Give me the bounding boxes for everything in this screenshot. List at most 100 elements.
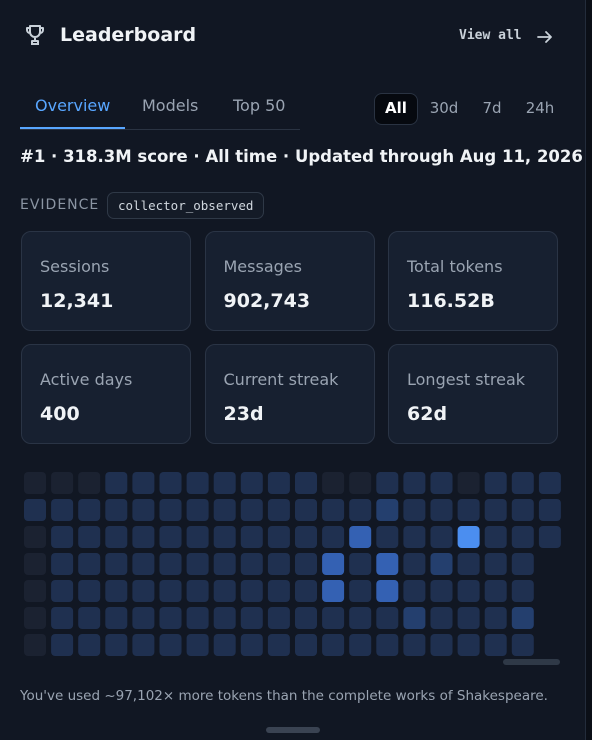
heatmap-cell bbox=[457, 526, 480, 548]
scrollbar bbox=[503, 659, 560, 665]
heatmap-cell bbox=[132, 499, 155, 521]
heatmap-cell bbox=[430, 526, 453, 548]
range-option[interactable]: All bbox=[374, 93, 418, 125]
stat-card: Sessions 12,341 bbox=[21, 231, 191, 331]
heatmap-cell bbox=[267, 634, 290, 656]
heatmap-cell bbox=[511, 499, 534, 521]
heatmap-cell bbox=[322, 526, 345, 548]
tab[interactable]: Top 50 bbox=[233, 96, 286, 115]
heatmap-cell bbox=[403, 580, 426, 602]
heatmap-cell bbox=[376, 580, 399, 602]
heatmap-cell bbox=[24, 526, 46, 548]
arrow-icon[interactable] bbox=[536, 29, 554, 45]
heatmap-cell bbox=[322, 580, 345, 602]
heatmap-cell bbox=[213, 580, 236, 602]
heatmap-cell bbox=[267, 553, 290, 575]
heatmap-cell bbox=[105, 580, 128, 602]
heatmap-cell bbox=[240, 526, 263, 548]
heatmap-cell bbox=[24, 499, 46, 521]
view-all-link[interactable]: View all bbox=[459, 28, 522, 43]
heatmap-cell bbox=[132, 526, 155, 548]
heatmap-cell bbox=[403, 472, 426, 494]
heatmap-cell bbox=[295, 634, 317, 656]
heatmap-cell bbox=[159, 526, 182, 548]
heatmap-cell bbox=[376, 607, 399, 629]
heatmap-cell bbox=[105, 634, 128, 656]
heatmap-cell bbox=[105, 472, 128, 494]
heatmap-cell bbox=[295, 499, 317, 521]
heatmap-cell bbox=[403, 607, 426, 629]
heatmap-cell bbox=[240, 634, 263, 656]
heatmap-cell bbox=[484, 553, 507, 575]
heatmap-cell bbox=[186, 472, 209, 494]
evidence-badge: collector_observed bbox=[107, 192, 265, 219]
stat-label: Sessions bbox=[40, 257, 110, 276]
heatmap-cell bbox=[51, 553, 74, 575]
range-option[interactable]: 24h bbox=[525, 99, 555, 117]
tab[interactable]: Models bbox=[142, 96, 199, 115]
footer-note: You've used ~97,102× more tokens than th… bbox=[20, 688, 548, 704]
heatmap-cell bbox=[322, 553, 345, 575]
heatmap-cell bbox=[51, 499, 74, 521]
heatmap-cell bbox=[78, 580, 101, 602]
heatmap-cell bbox=[51, 634, 74, 656]
heatmap-cell bbox=[376, 526, 399, 548]
heatmap-cell bbox=[376, 472, 399, 494]
heatmap-cell bbox=[457, 499, 480, 521]
heatmap-cell bbox=[457, 580, 480, 602]
heatmap-cell bbox=[376, 634, 399, 656]
heatmap-cell bbox=[267, 607, 290, 629]
heatmap-cell bbox=[349, 499, 372, 521]
heatmap-cell bbox=[213, 607, 236, 629]
heatmap-cell bbox=[78, 607, 101, 629]
heatmap-cell bbox=[78, 499, 101, 521]
heatmap-cell bbox=[240, 580, 263, 602]
tab-bar: Overview Models Top 50 bbox=[20, 92, 300, 130]
stat-value: 62d bbox=[407, 403, 448, 425]
heatmap-cell bbox=[322, 499, 345, 521]
heatmap-cell bbox=[213, 634, 236, 656]
heatmap-cell bbox=[51, 607, 74, 629]
heatmap-cell bbox=[24, 634, 46, 656]
heatmap-cell bbox=[186, 580, 209, 602]
heatmap-cell bbox=[132, 634, 155, 656]
heatmap-cell bbox=[430, 634, 453, 656]
stat-value: 116.52B bbox=[407, 290, 495, 312]
heatmap-cell bbox=[213, 472, 236, 494]
heatmap-cell bbox=[484, 607, 507, 629]
drag-handle bbox=[266, 727, 320, 733]
stat-value: 23d bbox=[223, 403, 264, 425]
heatmap-cell bbox=[484, 526, 507, 548]
heatmap-cell bbox=[240, 499, 263, 521]
heatmap-cell bbox=[349, 580, 372, 602]
stat-card: Current streak 23d bbox=[204, 344, 375, 444]
heatmap-cell bbox=[267, 580, 290, 602]
heatmap-cell bbox=[295, 607, 317, 629]
card-title: Leaderboard bbox=[60, 24, 197, 46]
heatmap-cell bbox=[132, 553, 155, 575]
heatmap-cell bbox=[484, 472, 507, 494]
heatmap-cell bbox=[430, 607, 453, 629]
heatmap-cell bbox=[78, 553, 101, 575]
heatmap-cell bbox=[511, 634, 534, 656]
heatmap-cell bbox=[457, 634, 480, 656]
stat-card: Messages 902,743 bbox=[204, 231, 375, 331]
range-option[interactable]: 30d bbox=[429, 99, 459, 117]
heatmap-cell bbox=[376, 553, 399, 575]
heatmap-cell bbox=[457, 607, 480, 629]
heatmap-cell bbox=[457, 472, 480, 494]
heatmap-cell bbox=[51, 526, 74, 548]
heatmap-cell bbox=[349, 472, 372, 494]
heatmap-cell bbox=[295, 580, 317, 602]
tab[interactable]: Overview bbox=[20, 96, 126, 129]
heatmap-cell bbox=[186, 499, 209, 521]
heatmap-cell bbox=[159, 553, 182, 575]
heatmap-cell bbox=[457, 553, 480, 575]
heatmap-cell bbox=[403, 634, 426, 656]
heatmap-cell bbox=[511, 472, 534, 494]
range-option[interactable]: 7d bbox=[482, 99, 502, 117]
summary: #1 · 318.3M score · All time · Updated t… bbox=[20, 147, 583, 166]
heatmap-cell bbox=[349, 607, 372, 629]
